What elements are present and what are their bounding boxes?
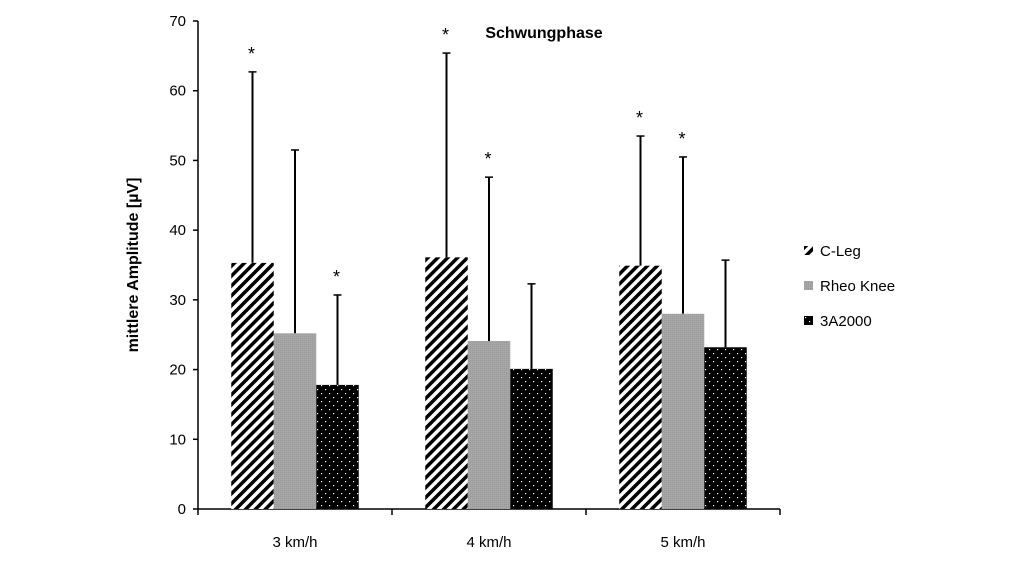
bar-rheo-knee bbox=[467, 340, 511, 509]
legend-swatch bbox=[804, 281, 813, 290]
y-tick-label: 20 bbox=[169, 362, 186, 379]
y-tick-label: 10 bbox=[169, 431, 186, 448]
bar-3a2000 bbox=[510, 368, 553, 509]
x-tick-label: 4 km/h bbox=[466, 534, 511, 551]
bar-rheo-knee bbox=[661, 313, 705, 509]
bar-c-leg bbox=[425, 257, 468, 509]
x-tick-label: 5 km/h bbox=[660, 534, 705, 551]
legend-swatch bbox=[804, 316, 813, 325]
bar-rheo-knee bbox=[273, 333, 317, 509]
significance-marker: * bbox=[636, 108, 643, 128]
x-tick-label: 3 km/h bbox=[272, 534, 317, 551]
y-axis-label: mittlere Amplitude [µV] bbox=[125, 178, 142, 353]
chart-title: Schwungphase bbox=[485, 25, 602, 42]
legend-label: C-Leg bbox=[820, 243, 861, 260]
bar-3a2000 bbox=[704, 347, 747, 509]
bar-c-leg bbox=[619, 265, 662, 509]
significance-marker: * bbox=[248, 44, 255, 64]
y-tick-label: 50 bbox=[169, 152, 186, 169]
legend-swatch bbox=[804, 246, 813, 255]
significance-marker: * bbox=[678, 129, 685, 149]
legend-label: Rheo Knee bbox=[820, 278, 895, 295]
significance-marker: * bbox=[484, 149, 491, 169]
y-tick-label: 40 bbox=[169, 222, 186, 239]
y-tick-label: 60 bbox=[169, 83, 186, 100]
y-tick-label: 70 bbox=[169, 13, 186, 30]
y-tick-label: 30 bbox=[169, 292, 186, 309]
bar-c-leg bbox=[231, 262, 274, 509]
significance-marker: * bbox=[442, 25, 449, 45]
significance-marker: * bbox=[333, 267, 340, 287]
y-tick-label: 0 bbox=[178, 501, 186, 518]
bar-3a2000 bbox=[316, 384, 359, 509]
legend-label: 3A2000 bbox=[820, 313, 872, 330]
